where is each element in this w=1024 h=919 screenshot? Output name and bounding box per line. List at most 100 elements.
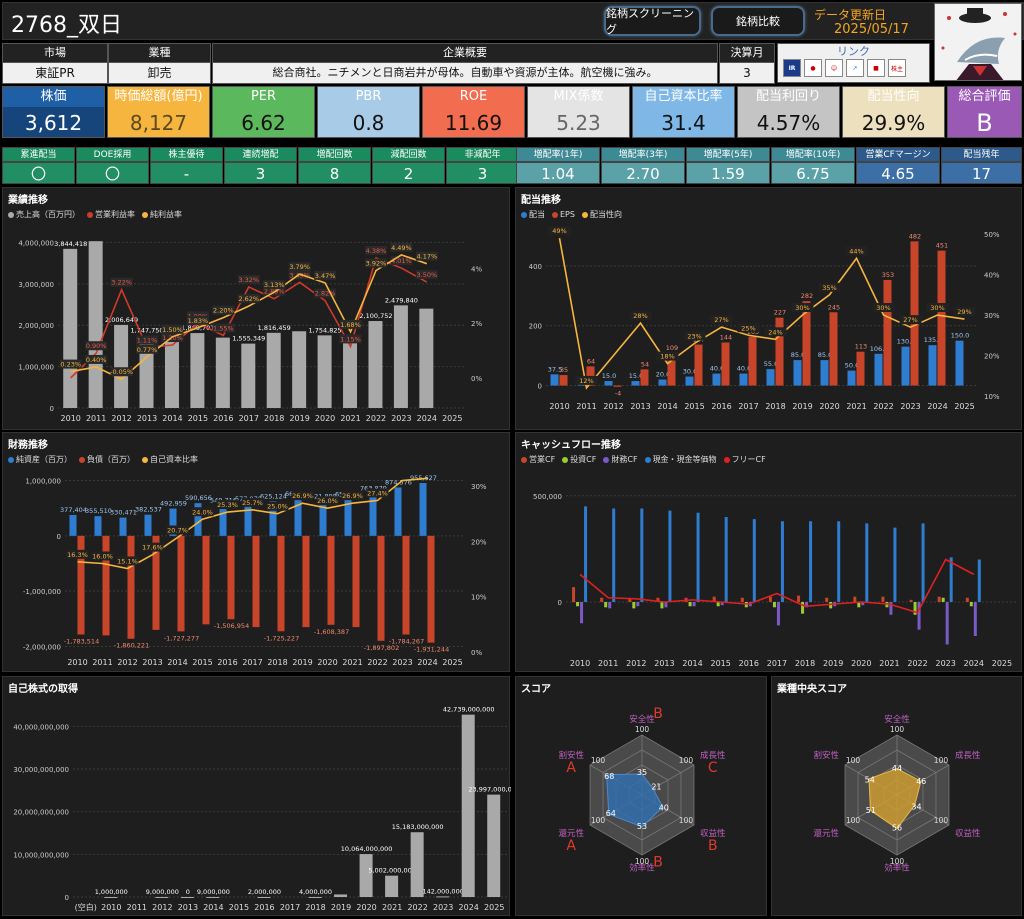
kabutan-icon[interactable]: ●	[804, 59, 822, 77]
bar-label: 109	[666, 344, 678, 352]
x-tick-label: 2017	[767, 659, 787, 668]
bar	[94, 516, 102, 536]
kpi-label: 配当利回り	[755, 89, 821, 104]
point-label-bg	[339, 334, 362, 344]
x-tick-label: 2025	[992, 659, 1012, 668]
x-tick-label: 2018	[267, 658, 287, 667]
bar	[206, 896, 220, 898]
x-tick-label: 2011	[86, 414, 106, 423]
shark-avatar-icon	[935, 4, 1021, 80]
bar-label: 1,816,459	[258, 324, 291, 332]
x-tick-label: 2024	[964, 659, 984, 668]
radar-grade: B	[653, 706, 663, 722]
bar	[604, 381, 613, 386]
bar-label: -1,860,221	[114, 642, 149, 650]
x-tick-label: 2021	[879, 659, 899, 668]
kpi-card: 総合評価 B	[947, 86, 1022, 138]
x-tick-label: 2015	[711, 659, 731, 668]
point-label: 25.3%	[217, 501, 238, 509]
bar	[632, 602, 636, 609]
x-tick-label: 2013	[178, 903, 198, 912]
bar	[941, 597, 945, 602]
point-label-bg	[237, 274, 260, 284]
point-label: 23%	[687, 332, 701, 340]
bar	[692, 602, 696, 607]
dividend-title: 配当推移	[521, 195, 561, 206]
point-label-bg	[364, 245, 387, 255]
point-label: 0.90%	[86, 342, 107, 350]
y-tick-label: 200	[529, 323, 542, 331]
compare-button[interactable]: 銘柄比較	[711, 6, 805, 36]
bar-label: 142,000,000	[422, 887, 463, 895]
x-tick-label: 2010	[101, 903, 121, 912]
bar	[965, 597, 969, 602]
bar-label: -1,784,267	[389, 638, 424, 646]
x-tick-label: 2023	[936, 659, 956, 668]
bar-label: 874,576	[385, 478, 412, 486]
bar	[127, 535, 135, 639]
radar-grade: A	[566, 838, 576, 854]
bar	[640, 369, 649, 386]
metric-label: 増配率(5年)	[686, 147, 770, 162]
bar	[664, 602, 668, 608]
x-tick-label: 2016	[213, 414, 233, 423]
bar	[577, 384, 586, 386]
irbank-icon[interactable]: IR	[783, 59, 801, 77]
bar-label: 482	[909, 232, 921, 240]
radar-value: 34	[911, 802, 921, 811]
bar	[766, 369, 775, 386]
bar	[721, 342, 730, 386]
x-tick-label: 2023	[900, 402, 920, 411]
y-tick-label: 0	[538, 383, 542, 391]
radar-axis-label: 効率性	[884, 863, 910, 874]
x-tick-label: 2017	[239, 414, 259, 423]
y-tick-label: 0	[50, 405, 54, 413]
point-label: 25%	[741, 324, 755, 332]
kpi-value: 8,127	[129, 111, 188, 135]
point-label: 4.17%	[417, 253, 438, 261]
metric-value: 2	[372, 162, 445, 184]
point-label-bg	[737, 323, 760, 333]
kpi-card: PER 6.62	[212, 86, 315, 138]
person-icon[interactable]: ☺	[825, 59, 843, 77]
metric-label: DOE採用	[76, 147, 149, 162]
yutai-icon[interactable]: 株主	[888, 59, 906, 77]
kpi-label: 総合評価	[958, 89, 1011, 104]
nikkei-icon[interactable]: ■	[867, 59, 885, 77]
radar-max-label: 100	[890, 857, 905, 866]
bar	[977, 559, 981, 602]
point-label: 27.4%	[367, 489, 388, 497]
x-tick-label: 2016	[254, 903, 274, 912]
radar-axis-label: 成長性	[955, 750, 981, 761]
x-tick-label: 2019	[792, 402, 812, 411]
x-tick-label: 2017	[738, 402, 758, 411]
point-label: 1.11%	[137, 336, 158, 344]
finance-chart: -2,000,000 -1,000,000 0 1,000,000 0% 10% 20% 30…	[23, 474, 487, 667]
bar	[688, 602, 692, 607]
radar-max-label: 100	[846, 816, 861, 825]
point-label-bg	[212, 305, 235, 315]
performance-panel: 業績推移 売上高（百万円） 営業利益率 純利益率 0 1,000,000 2,000…	[2, 187, 510, 430]
x-tick-label: 2019	[331, 903, 351, 912]
bar-label: 3,844,418	[54, 240, 87, 248]
radar-axis-label: 成長性	[700, 750, 726, 761]
series-line	[70, 256, 428, 379]
metric-value: -	[150, 162, 223, 184]
point-label: 27%	[903, 316, 917, 324]
point-label-bg	[415, 270, 438, 280]
radar-grade: C	[708, 760, 718, 776]
bar	[921, 523, 925, 602]
x-tick-label: 2020	[356, 903, 376, 912]
x-tick-label: 2017	[242, 658, 262, 667]
y2-tick-label: 2%	[471, 320, 482, 328]
bar-label: -1,608,387	[314, 628, 349, 636]
bar	[327, 535, 335, 625]
screening-button[interactable]: 銘柄スクリーニング	[604, 6, 701, 36]
chart-icon[interactable]: ↗	[846, 59, 864, 77]
kpi-value: 0.8	[352, 111, 385, 135]
bar	[369, 493, 377, 536]
bar	[393, 305, 408, 408]
bar	[169, 508, 177, 536]
bar	[334, 894, 348, 897]
point-label-bg	[845, 246, 868, 256]
